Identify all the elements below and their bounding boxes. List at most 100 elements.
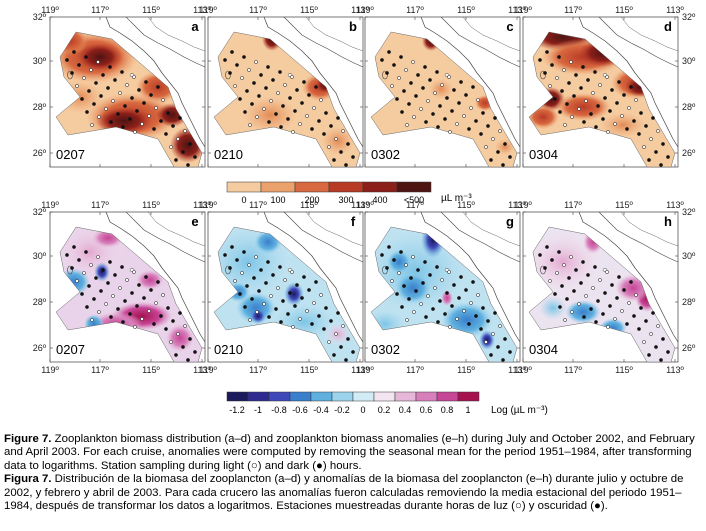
lon-tick-label: 119º xyxy=(199,5,217,15)
lat-tick-label: 28º xyxy=(33,102,47,112)
colorbar-swatch xyxy=(260,181,296,193)
lon-tick-label: 117º xyxy=(564,200,582,210)
colorbar-label: 0.6 xyxy=(420,405,433,415)
lat-tick-label: 30º xyxy=(682,56,696,66)
lat-tick-label: 28º xyxy=(682,102,696,112)
lon-tick-label: 117º xyxy=(249,365,267,375)
colorbar-label: 1 xyxy=(465,405,470,415)
lon-tick-label: 113º xyxy=(193,5,211,15)
lon-tick-label: 117º xyxy=(91,365,109,375)
lon-tick-label: 119º xyxy=(199,365,217,375)
map-panel-g: g 0302 119º 119º 117º 117º 115º 115º 113º 113º xyxy=(356,200,526,375)
lon-tick-label: 115º xyxy=(300,200,318,210)
lon-tick-label: 119º xyxy=(41,5,59,15)
lon-tick-label: 115º xyxy=(300,365,318,375)
colorbar-swatch xyxy=(310,391,333,402)
caption-es-label: Figura 7. xyxy=(4,473,52,486)
lat-tick-label: 28º xyxy=(682,297,696,307)
lon-tick-label: 113º xyxy=(508,5,526,15)
lon-tick-label: 115º xyxy=(615,365,633,375)
colorbar-swatch xyxy=(352,391,375,402)
lat-tick-label: 32º xyxy=(33,207,47,217)
lon-tick-label: 117º xyxy=(564,5,582,15)
lon-tick-label: 113º xyxy=(193,200,211,210)
panel-letter: c xyxy=(506,19,513,34)
cruise-id: 0207 xyxy=(56,147,85,162)
colorbar-label: <500 xyxy=(404,195,424,205)
map-panel-c: c 0302 119º 117º 115º 113º xyxy=(356,5,527,168)
colorbar-label: 0.4 xyxy=(399,405,412,415)
lat-tick-label: 32º xyxy=(33,12,47,22)
lon-tick-label: 115º xyxy=(300,5,318,15)
figure-caption: Figure 7. Zooplankton biomass distributi… xyxy=(4,433,702,513)
colorbar-label: 200 xyxy=(304,195,319,205)
colorbar-swatch xyxy=(289,391,312,402)
colorbar-swatch xyxy=(331,391,354,402)
colorbar-swatch xyxy=(396,181,432,193)
caption-english: Figure 7. Zooplankton biomass distributi… xyxy=(4,433,702,473)
lon-tick-label: 117º xyxy=(249,5,267,15)
panel-letter: f xyxy=(351,214,356,229)
lon-tick-label: 115º xyxy=(615,5,633,15)
lat-tick-label: 30º xyxy=(682,251,696,261)
colorbar-label: 400 xyxy=(372,195,387,205)
lat-tick-label: 26º xyxy=(682,343,696,353)
lon-tick-label: 117º xyxy=(406,200,424,210)
cruise-id: 0302 xyxy=(371,147,400,162)
map-panel-e: e 0207 119º 119º 117º 117º 115º 115º 113º 113º 32º… xyxy=(33,200,212,375)
colorbar-label: -0.2 xyxy=(334,405,350,415)
panel-letter: b xyxy=(349,19,357,34)
panel-letter: d xyxy=(664,19,672,34)
lat-tick-label: 26º xyxy=(682,148,696,158)
colorbar-label: -1 xyxy=(254,405,262,415)
colorbar-label: 0 xyxy=(241,195,246,205)
lon-tick-label: 117º xyxy=(249,200,267,210)
panel-letter: e xyxy=(191,214,198,229)
lon-tick-label: 113º xyxy=(508,365,526,375)
panel-letter: g xyxy=(506,214,514,229)
lon-tick-label: 119º xyxy=(514,200,532,210)
colorbar-unit: Log (µL m⁻³) xyxy=(491,405,548,416)
colorbar-anomaly: -1.2 -1 -0.8 -0.6 -0.4 -0.2 0 0.2 0.4 0.6 0.8 1 Log … xyxy=(226,391,548,416)
lon-tick-label: 115º xyxy=(142,5,160,15)
cruise-id: 0304 xyxy=(529,342,558,357)
cruise-id: 0302 xyxy=(371,342,400,357)
colorbar-swatch xyxy=(436,391,459,402)
colorbar-label: 0.8 xyxy=(441,405,454,415)
lon-tick-label: 113º xyxy=(666,200,684,210)
colorbar-label: -0.6 xyxy=(292,405,308,415)
caption-es-text: Distribución de la biomasa del zooplanct… xyxy=(4,473,684,513)
colorbar-label: -0.8 xyxy=(271,405,287,415)
colorbar-unit: µL m⁻³ xyxy=(441,193,472,204)
map-panel-f: f 0210 119º 119º 117º 117º 115º 115º 113º 113º xyxy=(199,200,369,375)
cruise-id: 0210 xyxy=(214,342,243,357)
cruise-id: 0304 xyxy=(529,147,558,162)
lon-tick-label: 117º xyxy=(564,365,582,375)
colorbar-swatch xyxy=(373,391,396,402)
lon-tick-label: 119º xyxy=(41,200,59,210)
lat-tick-label: 28º xyxy=(33,297,47,307)
lon-tick-label: 119º xyxy=(199,200,217,210)
map-panel-b: b 0210 119º 117º 115º 113º xyxy=(199,5,370,168)
lat-tick-label: 30º xyxy=(33,251,47,261)
lon-tick-label: 115º xyxy=(142,365,160,375)
lat-tick-label: 26º xyxy=(33,148,47,158)
colorbar-label: -1.2 xyxy=(229,405,245,415)
colorbar-label: 100 xyxy=(270,195,285,205)
colorbar-biomass: 0 100 200 300 400 <500 µL m⁻³ xyxy=(226,181,472,205)
colorbar-label: 0.2 xyxy=(378,405,391,415)
colorbar-swatch xyxy=(226,181,262,193)
lon-tick-label: 119º xyxy=(356,5,374,15)
lon-tick-label: 115º xyxy=(457,5,475,15)
lon-tick-label: 117º xyxy=(406,365,424,375)
lon-tick-label: 113º xyxy=(351,200,369,210)
colorbar-swatch xyxy=(394,391,417,402)
panel-letter: h xyxy=(664,214,672,229)
lat-tick-label: 32º xyxy=(682,207,696,217)
caption-spanish: Figura 7. Distribución de la biomasa del… xyxy=(4,473,702,513)
cruise-id: 0207 xyxy=(56,342,85,357)
caption-en-text: Zooplankton biomass distribution (a–d) a… xyxy=(4,433,695,472)
lon-tick-label: 113º xyxy=(508,200,526,210)
